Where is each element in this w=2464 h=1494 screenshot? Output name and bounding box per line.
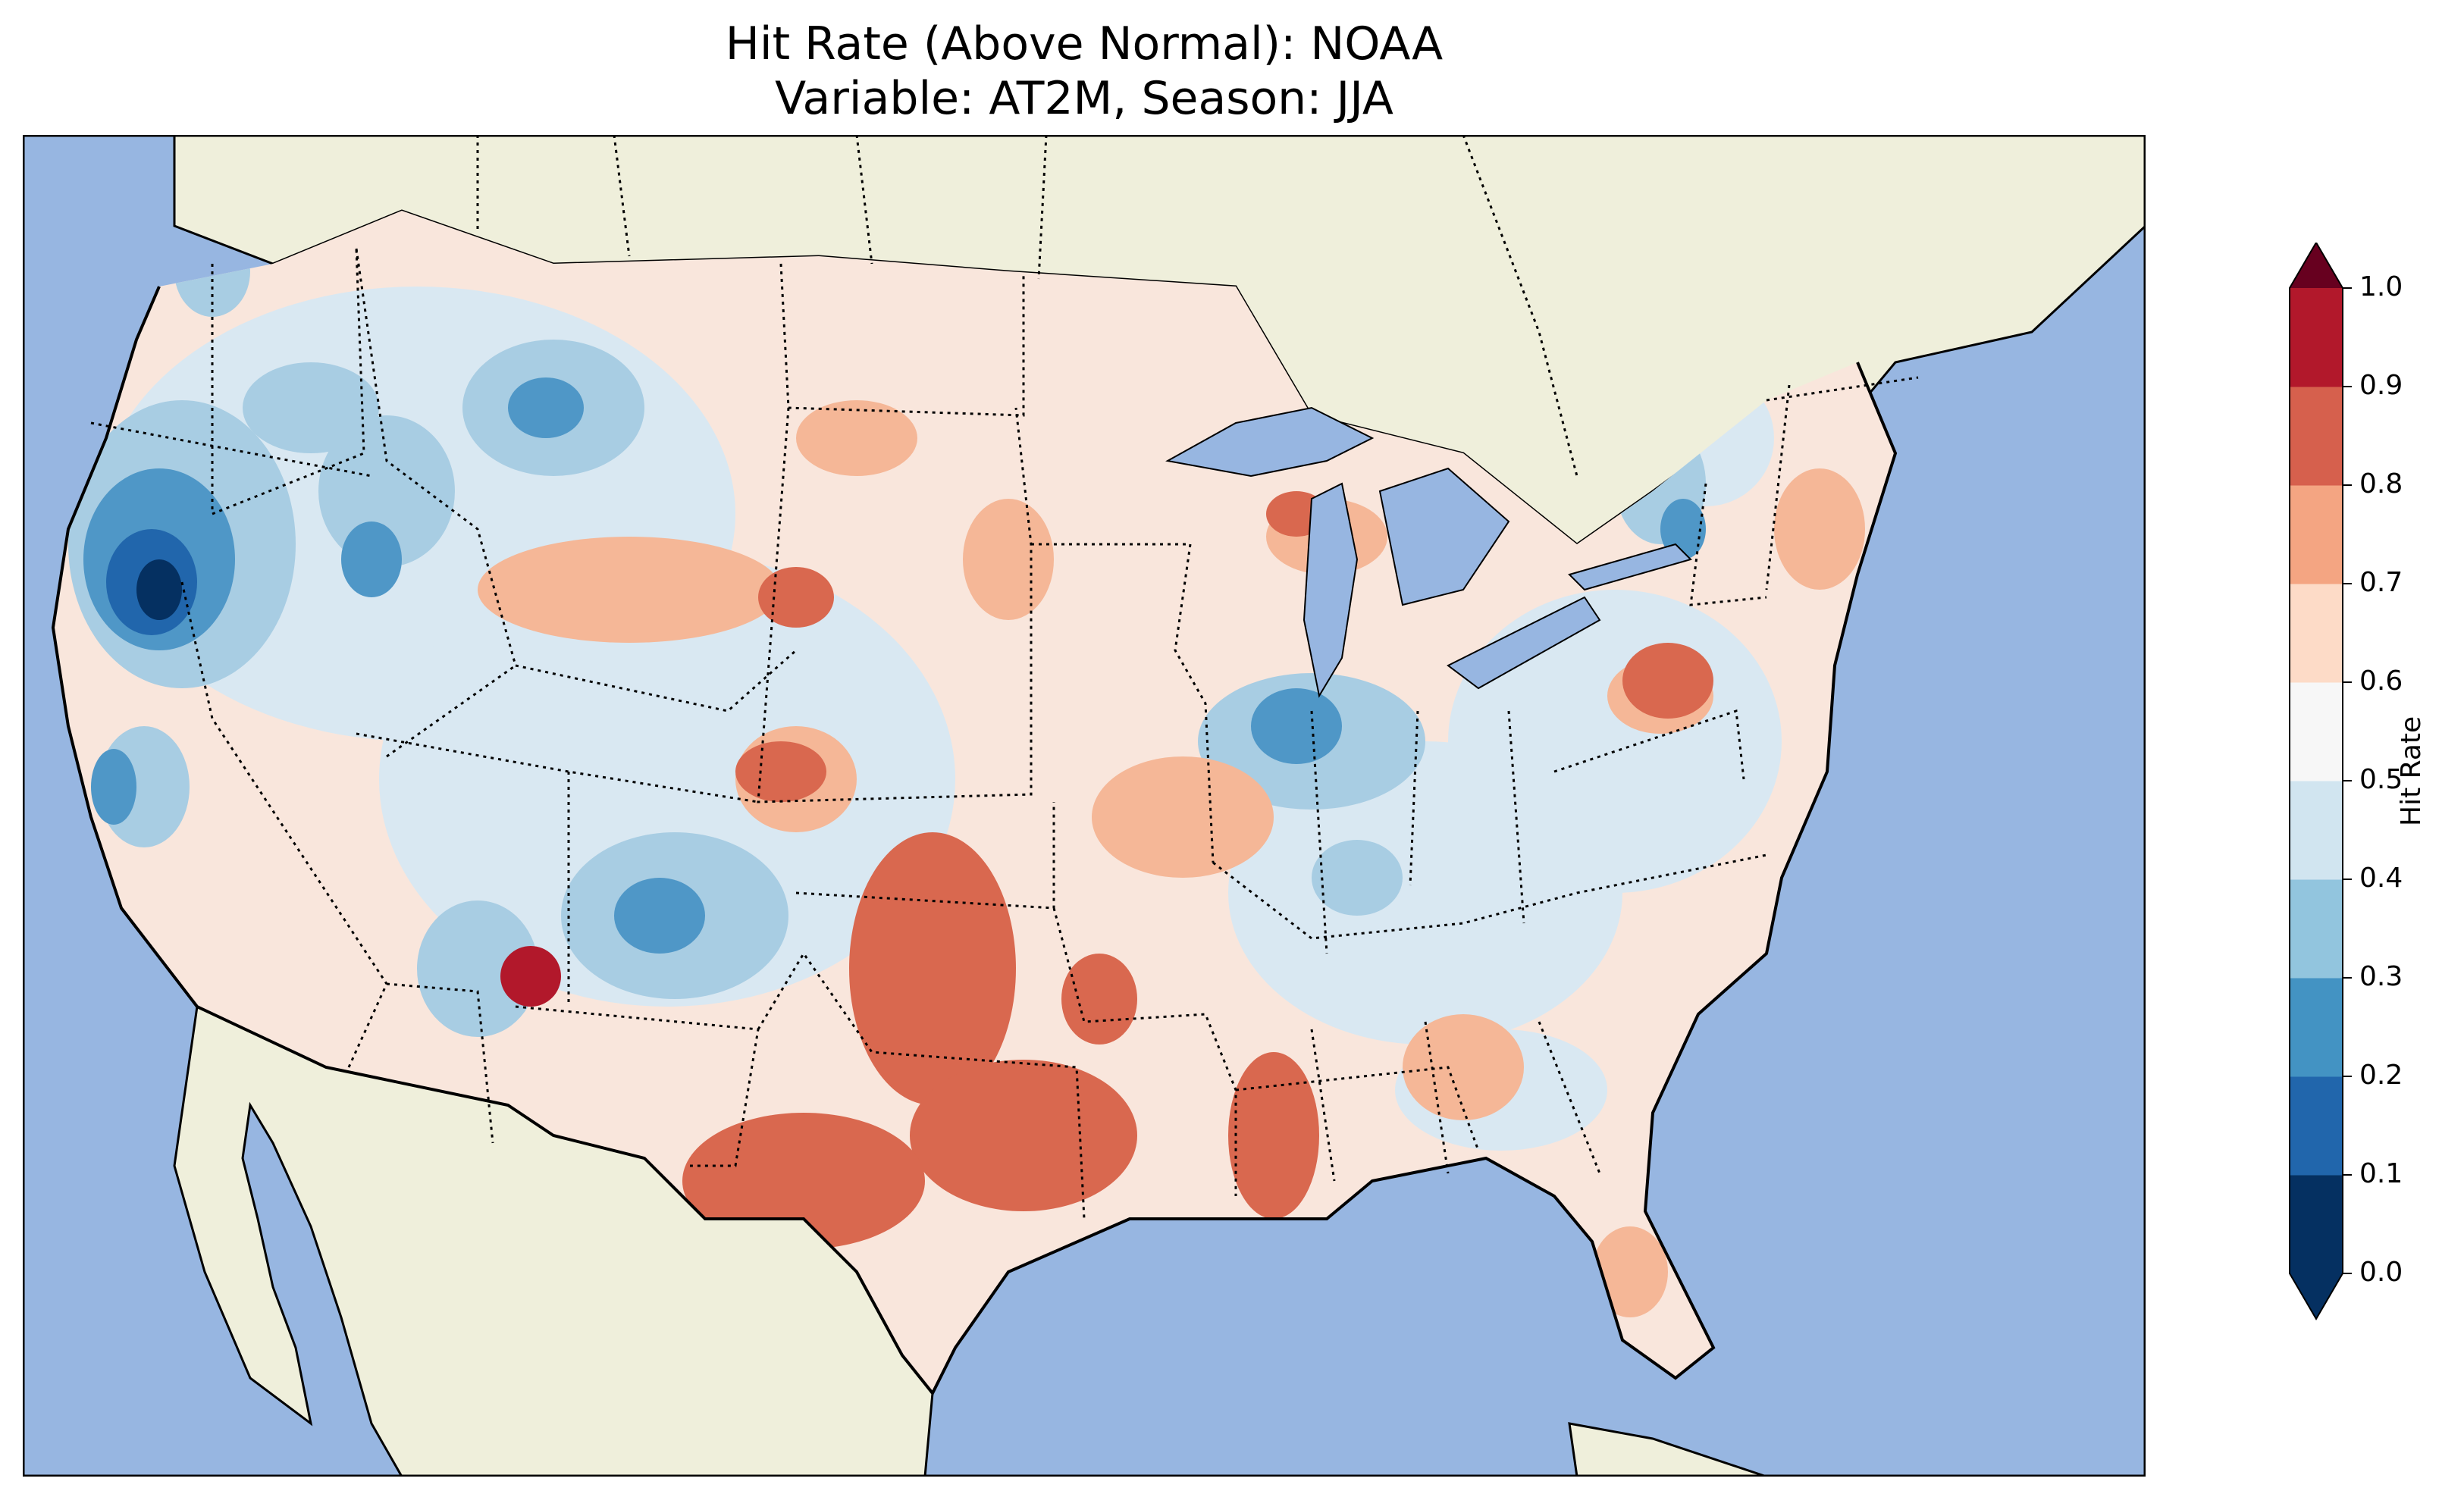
lake-erie (1447, 596, 1601, 690)
colorbar-tick-label: 0.6 (2359, 666, 2403, 697)
colorbar-tick-label: 0.8 (2359, 468, 2403, 500)
colorbar-extend-min (2290, 1273, 2343, 1319)
colorbar-ticks (2343, 287, 2352, 1274)
colorbar-segment (2290, 288, 2343, 387)
colorbar-tick-label: 0.0 (2359, 1257, 2403, 1288)
colorbar-segment (2290, 781, 2343, 880)
colorbar-tick-label: 0.9 (2359, 370, 2403, 401)
lake-superior (1165, 406, 1375, 478)
lake-ontario (1568, 543, 1692, 591)
hit-rate-field (68, 226, 1865, 1317)
chart-title: Hit Rate (Above Normal): NOAA Variable: … (23, 17, 2146, 126)
colorbar-segment (2290, 1076, 2343, 1176)
colorbar-segments (2289, 243, 2343, 1320)
colorbar-segment (2290, 584, 2343, 683)
colorbar-segment (2290, 879, 2343, 979)
map-panel (23, 135, 2146, 1477)
cuba-island (1568, 1422, 1767, 1477)
title-line-2: Variable: AT2M, Season: JJA (775, 72, 1393, 125)
us-coastline (51, 286, 1898, 1396)
colorbar-title: Hit Rate (2396, 716, 2427, 826)
colorbar-tick-label: 0.5 (2359, 764, 2403, 795)
colorbar-tick-label: 0.2 (2359, 1060, 2403, 1091)
colorbar-segment (2290, 485, 2343, 584)
state-borders (90, 248, 1791, 1220)
colorbar-tick-label: 0.4 (2359, 863, 2403, 894)
lake-michigan (1303, 482, 1359, 698)
colorbar-segment (2290, 387, 2343, 486)
colorbar-tick-label: 0.7 (2359, 567, 2403, 598)
title-line-1: Hit Rate (Above Normal): NOAA (725, 17, 1444, 70)
colorbar-extend-max (2290, 243, 2343, 288)
colorbar-segment (2290, 978, 2343, 1077)
colorbar-tick-label: 0.1 (2359, 1158, 2403, 1189)
colorbar-tick-label: 0.3 (2359, 961, 2403, 992)
colorbar-segment (2290, 682, 2343, 781)
colorbar-tick-label: 1.0 (2359, 271, 2403, 302)
colorbar-segment (2290, 1175, 2343, 1274)
colorbar (2289, 243, 2352, 1320)
lake-huron (1378, 467, 1510, 606)
canada-province-borders (476, 135, 1919, 477)
map-frame-border (23, 135, 2146, 1477)
